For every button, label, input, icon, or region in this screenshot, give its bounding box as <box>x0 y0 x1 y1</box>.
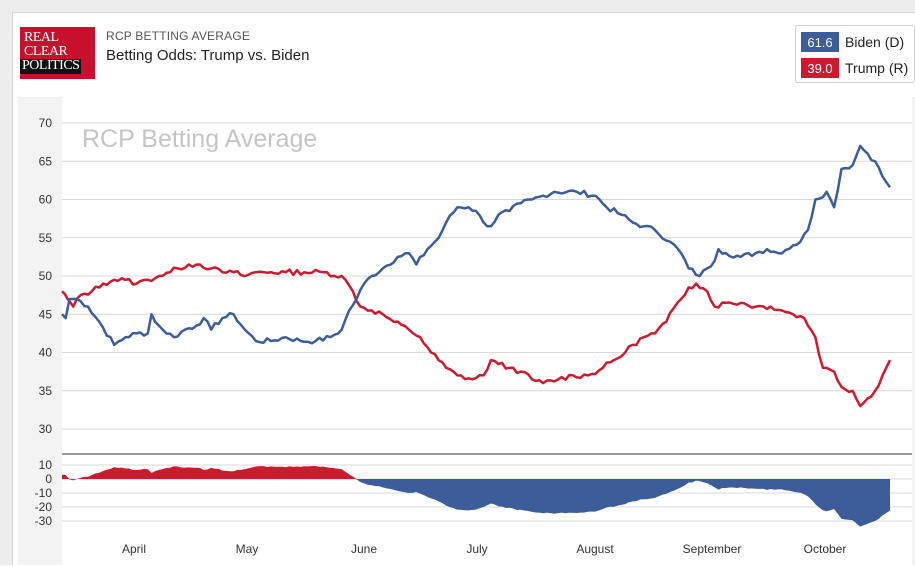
diff-axis-ticks: 100-10-20-30 <box>35 458 53 528</box>
y-tick-label: 35 <box>39 384 53 398</box>
legend-name-trump: Trump (R) <box>845 60 909 76</box>
y-axis-ticks: 70 65 60 55 50 45 40 35 30 <box>39 116 53 436</box>
series-line-trump[interactable] <box>61 263 892 408</box>
spread-area-trump <box>62 465 890 479</box>
legend-item-biden[interactable]: 61.6 Biden (D) <box>801 31 904 53</box>
x-month-label: June <box>351 542 377 556</box>
spread-area <box>62 465 890 527</box>
legend: 61.6 Biden (D) 39.0 Trump (R) <box>795 25 915 83</box>
y-tick-label: 55 <box>39 231 53 245</box>
page-frame-top <box>0 0 915 12</box>
rcp-logo[interactable]: REAL CLEAR POLITICS <box>20 27 95 79</box>
y-tick-label: 40 <box>39 346 53 360</box>
y-tick-label: 60 <box>39 193 53 207</box>
logo-line-2: CLEAR <box>24 44 68 59</box>
chart-subtitle: RCP BETTING AVERAGE <box>106 29 251 43</box>
diff-tick-label: 10 <box>39 458 53 472</box>
legend-value-trump: 39.0 <box>801 58 839 78</box>
x-month-label: October <box>804 542 847 556</box>
x-axis-months: April May June July August September October <box>122 542 846 556</box>
grid-lines <box>62 122 912 522</box>
y-tick-label: 65 <box>39 154 53 168</box>
y-tick-label: 50 <box>39 269 53 283</box>
series-line-biden[interactable] <box>61 144 892 347</box>
legend-item-trump[interactable]: 39.0 Trump (R) <box>801 57 908 79</box>
chart-title: Betting Odds: Trump vs. Biden <box>106 47 310 64</box>
y-tick-label: 45 <box>39 307 53 321</box>
y-tick-label: 30 <box>39 422 53 436</box>
diff-tick-label: -10 <box>35 486 53 500</box>
chart-watermark-title: RCP Betting Average <box>82 125 317 153</box>
logo-line-1: REAL <box>24 30 59 45</box>
x-month-label: April <box>122 542 146 556</box>
y-tick-label: 70 <box>39 116 53 130</box>
x-month-label: July <box>466 542 487 556</box>
page-frame-left <box>0 12 12 565</box>
legend-name-biden: Biden (D) <box>845 34 905 50</box>
x-month-label: May <box>236 542 259 556</box>
logo-line-3: POLITICS <box>20 58 82 74</box>
x-month-label: August <box>576 542 614 556</box>
series-lines <box>61 144 892 408</box>
diff-tick-label: -20 <box>35 500 53 514</box>
x-month-label: September <box>683 542 742 556</box>
legend-value-biden: 61.6 <box>801 32 839 52</box>
spread-area-biden <box>62 479 890 527</box>
diff-tick-label: 0 <box>45 472 52 486</box>
diff-tick-label: -30 <box>35 514 53 528</box>
